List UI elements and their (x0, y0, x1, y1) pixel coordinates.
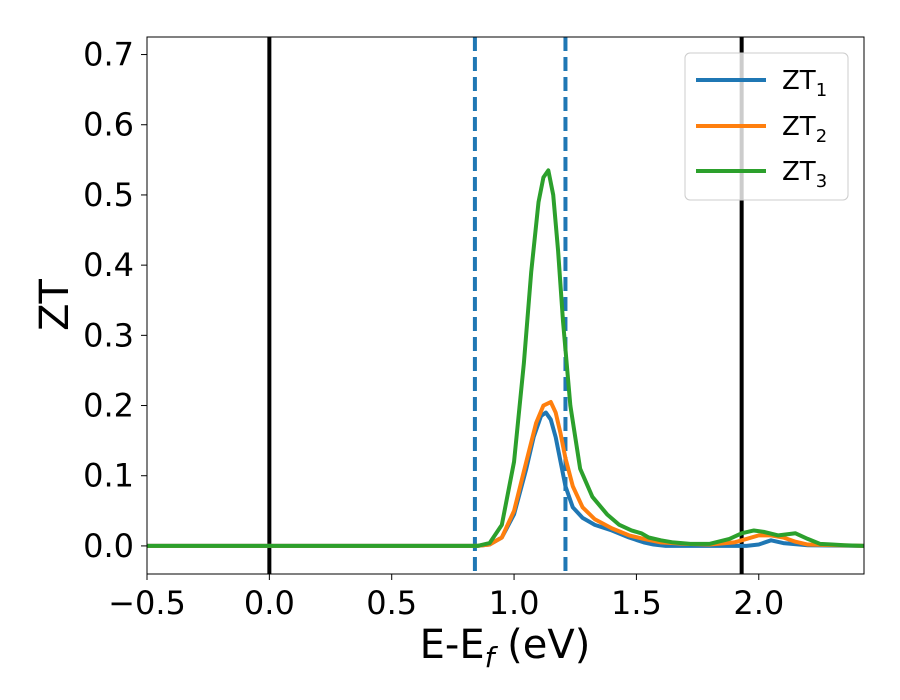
y-tick-label: 0.1 (83, 457, 134, 495)
y-axis-title: ZT (32, 279, 78, 331)
x-axis-title: E-Ef (eV) (420, 622, 591, 674)
series-lines (147, 168, 864, 548)
legend: ZT1 ZT2 ZT3 (684, 52, 849, 201)
x-tick-label: 2.0 (733, 584, 784, 622)
y-tick-label: 0.3 (83, 316, 134, 354)
y-tick-label: 0.7 (83, 36, 134, 74)
legend-entry-zt1: ZT1 (696, 66, 827, 101)
legend-label-zt1: ZT1 (782, 66, 827, 101)
legend-box (684, 52, 849, 201)
x-tick-label: 0.0 (244, 584, 295, 622)
y-tick-label: 0.2 (83, 387, 134, 425)
axes-frame (146, 36, 865, 575)
series-line-zt3 (147, 168, 864, 548)
legend-entry-zt2: ZT2 (696, 112, 827, 147)
y-tick-label: 0.6 (83, 106, 134, 144)
x-tick-label: 1.5 (611, 584, 662, 622)
x-axis: −0.5 0.0 0.5 1.0 1.5 2.0 (108, 574, 784, 622)
x-tick-label: −0.5 (108, 584, 186, 622)
legend-label-zt3: ZT3 (782, 157, 827, 192)
x-tick-label: 0.5 (366, 584, 417, 622)
series-line-zt2 (147, 400, 864, 548)
y-tick-label: 0.0 (83, 527, 134, 565)
legend-label-zt2: ZT2 (782, 112, 827, 147)
legend-entry-zt3: ZT3 (696, 157, 827, 192)
y-axis: 0.0 0.1 0.2 0.3 0.4 0.5 0.6 0.7 (83, 36, 147, 565)
y-tick-label: 0.4 (83, 246, 134, 284)
x-tick-label: 1.0 (489, 584, 540, 622)
y-tick-label: 0.5 (83, 176, 134, 214)
